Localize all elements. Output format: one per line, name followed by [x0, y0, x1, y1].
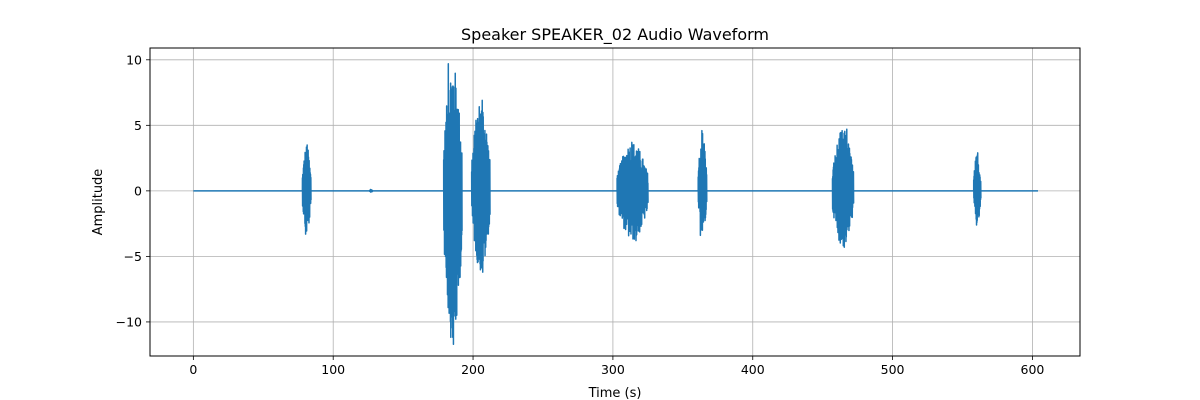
x-tick-label: 400: [741, 362, 765, 377]
series-waveform: [193, 62, 1038, 345]
x-tick-label: 200: [461, 362, 485, 377]
x-tick-label: 100: [321, 362, 345, 377]
x-axis: 0 100 200 300 400 500 600: [189, 356, 1044, 377]
x-tick-label: 300: [601, 362, 625, 377]
y-axis-label: Amplitude: [91, 169, 106, 236]
x-tick-label: 500: [881, 362, 905, 377]
plot-area-frame: [149, 47, 1081, 357]
y-tick-label: −10: [116, 314, 142, 329]
chart-title: Speaker SPEAKER_02 Audio Waveform: [461, 25, 769, 45]
y-tick-label: 10: [126, 52, 142, 67]
waveform-line: [193, 62, 1038, 345]
y-axis: 10 5 0 −5 −10: [116, 52, 150, 329]
y-tick-label: 0: [134, 183, 142, 198]
x-tick-label: 600: [1021, 362, 1045, 377]
x-tick-label: 0: [189, 362, 197, 377]
y-tick-label: 5: [134, 118, 142, 133]
y-tick-label: −5: [124, 249, 142, 264]
x-axis-label: Time (s): [588, 386, 642, 400]
